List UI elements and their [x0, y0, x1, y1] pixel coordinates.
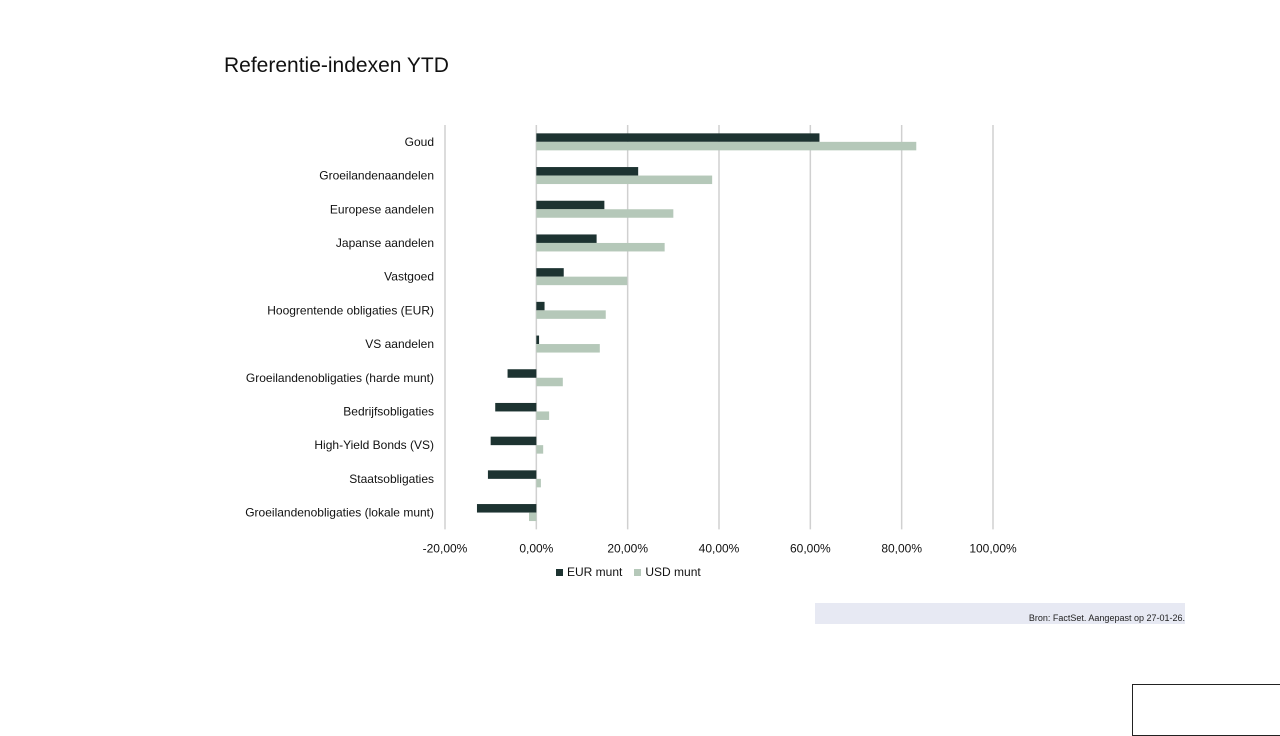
- corner-frame: [1132, 684, 1280, 736]
- bar-usd: [536, 478, 541, 488]
- x-tick-label: 100,00%: [969, 541, 1017, 555]
- bar-usd: [536, 344, 600, 353]
- category-label: Groeilandenaandelen: [319, 169, 434, 183]
- bar-eur: [476, 504, 537, 513]
- bar-usd: [536, 377, 563, 387]
- bar-eur: [536, 234, 597, 243]
- bar-eur: [536, 268, 564, 277]
- page-title: Referentie-indexen YTD: [224, 54, 449, 77]
- bar-eur: [536, 335, 540, 345]
- category-label: Groeilandenobligaties (harde munt): [246, 371, 434, 385]
- bar-eur: [536, 133, 820, 142]
- bar-eur: [490, 436, 537, 446]
- legend-item-eur: EUR munt: [556, 565, 622, 579]
- source-note: Bron: FactSet. Aangepast op 27-01-26.: [1028, 613, 1185, 623]
- chart-legend: EUR munt USD munt: [556, 565, 713, 579]
- bar-usd: [536, 411, 550, 420]
- category-label: Vastgoed: [384, 270, 434, 284]
- x-tick-label: 60,00%: [790, 541, 831, 555]
- x-tick-label: -20,00%: [423, 541, 468, 555]
- legend-swatch-eur: [556, 568, 563, 576]
- legend-label-usd: USD munt: [645, 565, 701, 579]
- x-tick-label: 20,00%: [607, 541, 648, 555]
- category-label: Groeilandenobligaties (lokale munt): [245, 506, 434, 520]
- category-label: VS aandelen: [365, 337, 434, 351]
- bar-eur: [495, 402, 537, 412]
- category-label: Bedrijfsobligaties: [343, 404, 434, 418]
- x-tick-label: 40,00%: [699, 541, 740, 555]
- bar-chart: -20,00% 0,00% 20,00% 40,00% 60,00% 80,00% 100,…: [245, 125, 1017, 555]
- bar-usd: [529, 512, 537, 522]
- bar-eur: [507, 369, 537, 378]
- bar-usd: [536, 445, 544, 454]
- legend-label-eur: EUR munt: [567, 565, 623, 579]
- category-label: Hoogrentende obligaties (EUR): [267, 303, 434, 317]
- bar-usd: [536, 209, 674, 218]
- bar-usd: [536, 175, 713, 185]
- bar-usd: [536, 276, 628, 286]
- bar-eur: [536, 200, 605, 210]
- x-tick-label: 80,00%: [881, 541, 922, 555]
- bar-usd: [536, 242, 665, 252]
- bar-usd: [536, 310, 606, 319]
- category-label: Goud: [405, 135, 434, 149]
- category-label: High-Yield Bonds (VS): [314, 438, 434, 452]
- bar-usd: [536, 141, 917, 151]
- bar-eur: [487, 470, 537, 479]
- category-label: Japanse aandelen: [336, 236, 434, 250]
- category-label: Staatsobligaties: [349, 472, 434, 486]
- bar-eur: [536, 301, 545, 311]
- x-tick-label: 0,00%: [519, 541, 553, 555]
- bar-eur: [536, 167, 639, 176]
- legend-item-usd: USD munt: [634, 565, 701, 579]
- source-note-box: Bron: FactSet. Aangepast op 27-01-26.: [815, 603, 1185, 624]
- legend-swatch-usd: [634, 568, 642, 576]
- category-label: Europese aandelen: [330, 202, 434, 216]
